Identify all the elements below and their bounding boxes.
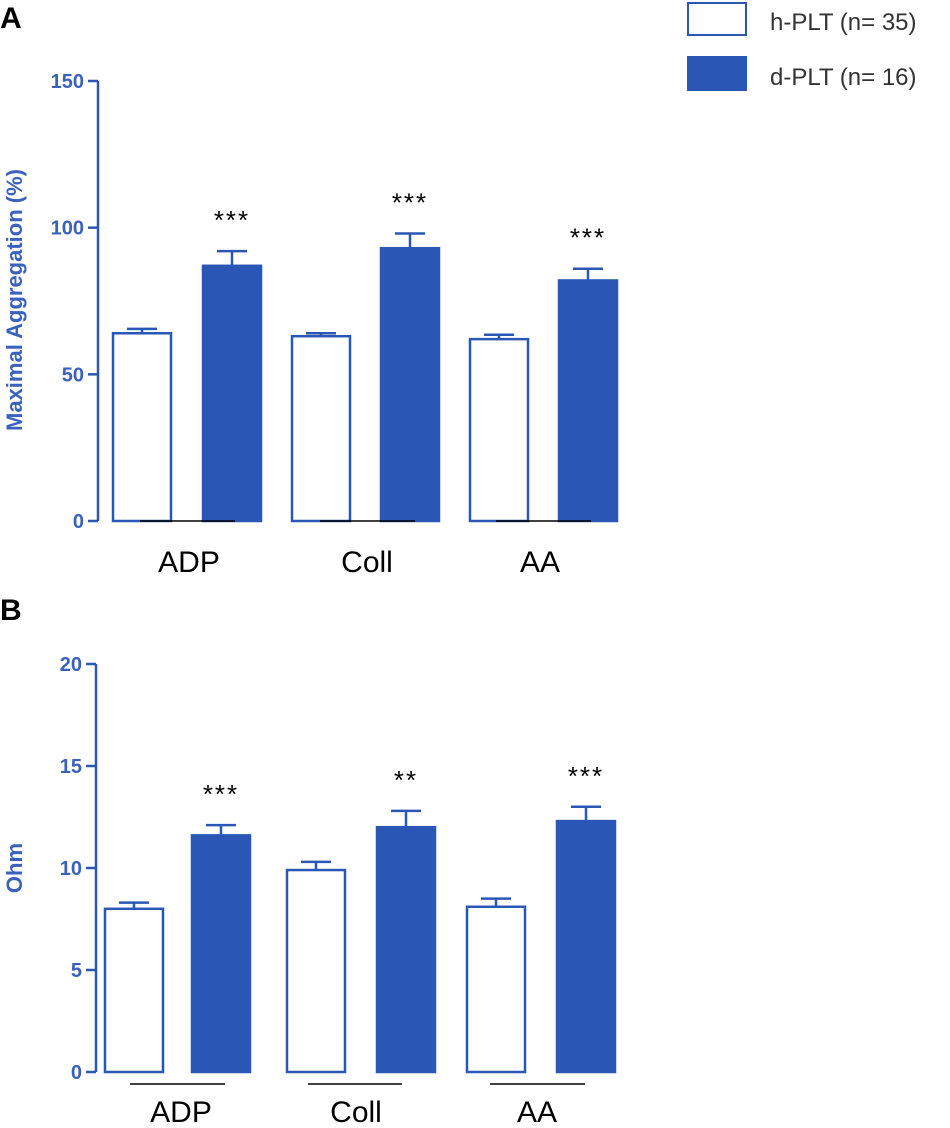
legend-swatch-d-plt (687, 56, 747, 91)
panel-b-y-tick-label: 10 (60, 858, 82, 880)
panel-a-y-axis-label: Maximal Aggregation (%) (2, 169, 27, 431)
panel-b-bar-d-plt-adp (190, 834, 252, 1074)
panel-a-bar-d-plt-adp (201, 264, 263, 523)
panel-b-bar-h-plt-aa (465, 905, 527, 1074)
panel-a-bar-h-plt-aa (468, 337, 530, 523)
legend-label-h-plt: h-PLT (n= 35) (770, 9, 917, 36)
panel-a-bar-d-plt-coll (379, 246, 441, 523)
panel-a-y-tick-label: 50 (62, 364, 84, 386)
panel-b-letter: B (0, 594, 22, 627)
panel-a-category-label-aa: AA (520, 546, 560, 579)
panel-b-significance-coll: ** (394, 765, 418, 795)
panel-a-bar-h-plt-coll (290, 334, 352, 523)
panel-b-bar-h-plt-coll (285, 868, 347, 1074)
panel-b-bar-h-plt-adp (103, 907, 165, 1074)
legend-label-d-plt: d-PLT (n= 16) (770, 64, 917, 91)
panel-a-chart: Maximal Aggregation (%) 0 50 100 150 *** ADP *… (2, 71, 619, 579)
panel-b-chart: Ohm 0 5 10 15 20 *** ADP ** Coll *** AA (2, 654, 617, 1128)
panel-b-significance-adp: *** (203, 779, 239, 809)
panel-b-y-tick-label: 5 (71, 960, 82, 982)
panel-a-y-tick-label: 0 (73, 511, 84, 533)
panel-b-y-tick-label: 15 (60, 756, 82, 778)
panel-a-y-tick-label: 150 (51, 71, 84, 93)
panel-b-category-label-adp: ADP (150, 1096, 212, 1128)
panel-b-bar-d-plt-aa (555, 819, 617, 1074)
panel-a-bar-h-plt-adp (111, 332, 173, 523)
panel-b-significance-aa: *** (568, 761, 604, 791)
panel-b-y-tick-label: 0 (71, 1062, 82, 1084)
panel-a-significance-aa: *** (570, 223, 606, 253)
legend: h-PLT (n= 35) d-PLT (n= 16) (687, 2, 917, 91)
panel-a-category-label-adp: ADP (158, 546, 220, 579)
panel-b-category-label-aa: AA (517, 1096, 557, 1128)
panel-a-significance-coll: *** (392, 188, 428, 218)
panel-a-significance-adp: *** (214, 205, 250, 235)
panel-a-category-label-coll: Coll (341, 546, 393, 579)
panel-b-y-axis-label: Ohm (2, 843, 27, 893)
panel-a-y-tick-label: 100 (51, 218, 84, 240)
panel-a-bar-d-plt-aa (557, 279, 619, 523)
panel-a-letter: A (0, 2, 22, 35)
panel-b-bar-d-plt-coll (375, 825, 437, 1074)
panel-b-y-tick-label: 20 (60, 654, 82, 676)
panel-b-category-label-coll: Coll (330, 1096, 382, 1128)
legend-swatch-h-plt (687, 2, 747, 36)
